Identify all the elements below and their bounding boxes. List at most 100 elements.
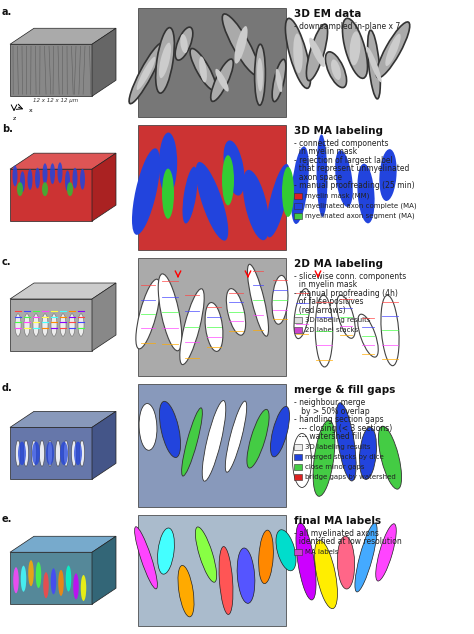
Ellipse shape: [376, 22, 410, 78]
Ellipse shape: [255, 44, 265, 105]
Bar: [294, 454, 302, 460]
Ellipse shape: [51, 568, 56, 594]
Ellipse shape: [224, 141, 245, 195]
Ellipse shape: [368, 30, 380, 99]
Ellipse shape: [379, 149, 397, 201]
Ellipse shape: [292, 434, 311, 488]
Ellipse shape: [55, 441, 61, 467]
Text: in myelin mask: in myelin mask: [294, 147, 357, 156]
Ellipse shape: [60, 442, 68, 465]
Ellipse shape: [15, 314, 21, 336]
Ellipse shape: [215, 69, 228, 91]
Text: - manual proofreading (4h): - manual proofreading (4h): [294, 289, 398, 298]
Polygon shape: [92, 536, 116, 604]
Ellipse shape: [17, 182, 23, 196]
Ellipse shape: [16, 441, 20, 467]
Ellipse shape: [159, 42, 171, 78]
Ellipse shape: [159, 133, 177, 195]
Bar: [294, 202, 302, 209]
Ellipse shape: [80, 169, 85, 190]
Ellipse shape: [337, 536, 355, 589]
Polygon shape: [10, 299, 92, 351]
Ellipse shape: [64, 441, 69, 467]
Ellipse shape: [46, 442, 54, 465]
Ellipse shape: [42, 314, 48, 336]
Ellipse shape: [359, 427, 376, 479]
Ellipse shape: [24, 314, 30, 336]
Ellipse shape: [27, 169, 33, 190]
Ellipse shape: [271, 406, 290, 457]
Ellipse shape: [74, 442, 82, 465]
Ellipse shape: [355, 523, 377, 592]
Ellipse shape: [378, 426, 401, 489]
Text: c.: c.: [2, 257, 11, 267]
Text: of false positives: of false positives: [294, 297, 364, 306]
Polygon shape: [10, 411, 116, 427]
Text: d.: d.: [2, 383, 13, 393]
Ellipse shape: [57, 162, 63, 183]
Bar: [294, 327, 302, 333]
Text: 3D EM data: 3D EM data: [294, 9, 361, 19]
Ellipse shape: [313, 420, 335, 496]
Ellipse shape: [293, 34, 303, 74]
Ellipse shape: [357, 164, 374, 223]
Polygon shape: [10, 44, 92, 96]
Ellipse shape: [180, 288, 204, 365]
Text: - downsampled in-plane x 7: - downsampled in-plane x 7: [294, 22, 400, 31]
Ellipse shape: [60, 314, 66, 336]
Ellipse shape: [182, 167, 198, 224]
Ellipse shape: [42, 182, 48, 196]
Text: 2D label stacks: 2D label stacks: [305, 327, 358, 333]
Ellipse shape: [317, 134, 328, 217]
Ellipse shape: [80, 441, 84, 467]
Ellipse shape: [73, 573, 79, 599]
Ellipse shape: [222, 14, 260, 76]
Ellipse shape: [237, 548, 255, 604]
Ellipse shape: [135, 527, 157, 589]
Ellipse shape: [182, 408, 202, 476]
Ellipse shape: [247, 410, 269, 468]
Ellipse shape: [13, 567, 19, 593]
Ellipse shape: [12, 165, 18, 186]
Ellipse shape: [66, 566, 71, 592]
Ellipse shape: [222, 155, 234, 205]
Ellipse shape: [50, 164, 55, 184]
Polygon shape: [10, 536, 116, 552]
Ellipse shape: [272, 275, 288, 324]
Ellipse shape: [266, 164, 290, 237]
Text: 2D MA labeling: 2D MA labeling: [294, 259, 383, 269]
Bar: [294, 474, 302, 480]
Text: identified at low resolution: identified at low resolution: [294, 537, 402, 546]
Polygon shape: [10, 427, 92, 479]
Polygon shape: [10, 169, 92, 221]
Text: bridge gaps by watershed: bridge gaps by watershed: [305, 474, 396, 480]
Ellipse shape: [294, 288, 310, 339]
Ellipse shape: [132, 148, 160, 235]
Text: - manual proofreading (25 min): - manual proofreading (25 min): [294, 181, 415, 190]
Ellipse shape: [202, 401, 226, 481]
Ellipse shape: [18, 442, 26, 465]
Text: merged stacks by dice: merged stacks by dice: [305, 454, 384, 460]
Text: by > 50% overlap: by > 50% overlap: [294, 406, 370, 416]
Text: axon space: axon space: [294, 172, 342, 181]
Text: final MA labels: final MA labels: [294, 515, 381, 526]
Ellipse shape: [58, 570, 64, 596]
Bar: [294, 444, 302, 450]
Ellipse shape: [336, 403, 356, 481]
Ellipse shape: [381, 295, 399, 366]
Ellipse shape: [235, 26, 247, 63]
Ellipse shape: [47, 441, 53, 467]
Ellipse shape: [272, 60, 286, 101]
Ellipse shape: [51, 314, 57, 336]
Ellipse shape: [276, 530, 296, 571]
Text: - slicewise conn. components: - slicewise conn. components: [294, 272, 406, 281]
Ellipse shape: [335, 150, 353, 207]
Ellipse shape: [67, 182, 73, 196]
Ellipse shape: [157, 528, 174, 574]
Ellipse shape: [225, 401, 246, 472]
Ellipse shape: [35, 168, 40, 188]
Polygon shape: [10, 153, 116, 169]
Ellipse shape: [137, 57, 155, 90]
Text: (red arrows): (red arrows): [294, 306, 346, 315]
Polygon shape: [92, 153, 116, 221]
